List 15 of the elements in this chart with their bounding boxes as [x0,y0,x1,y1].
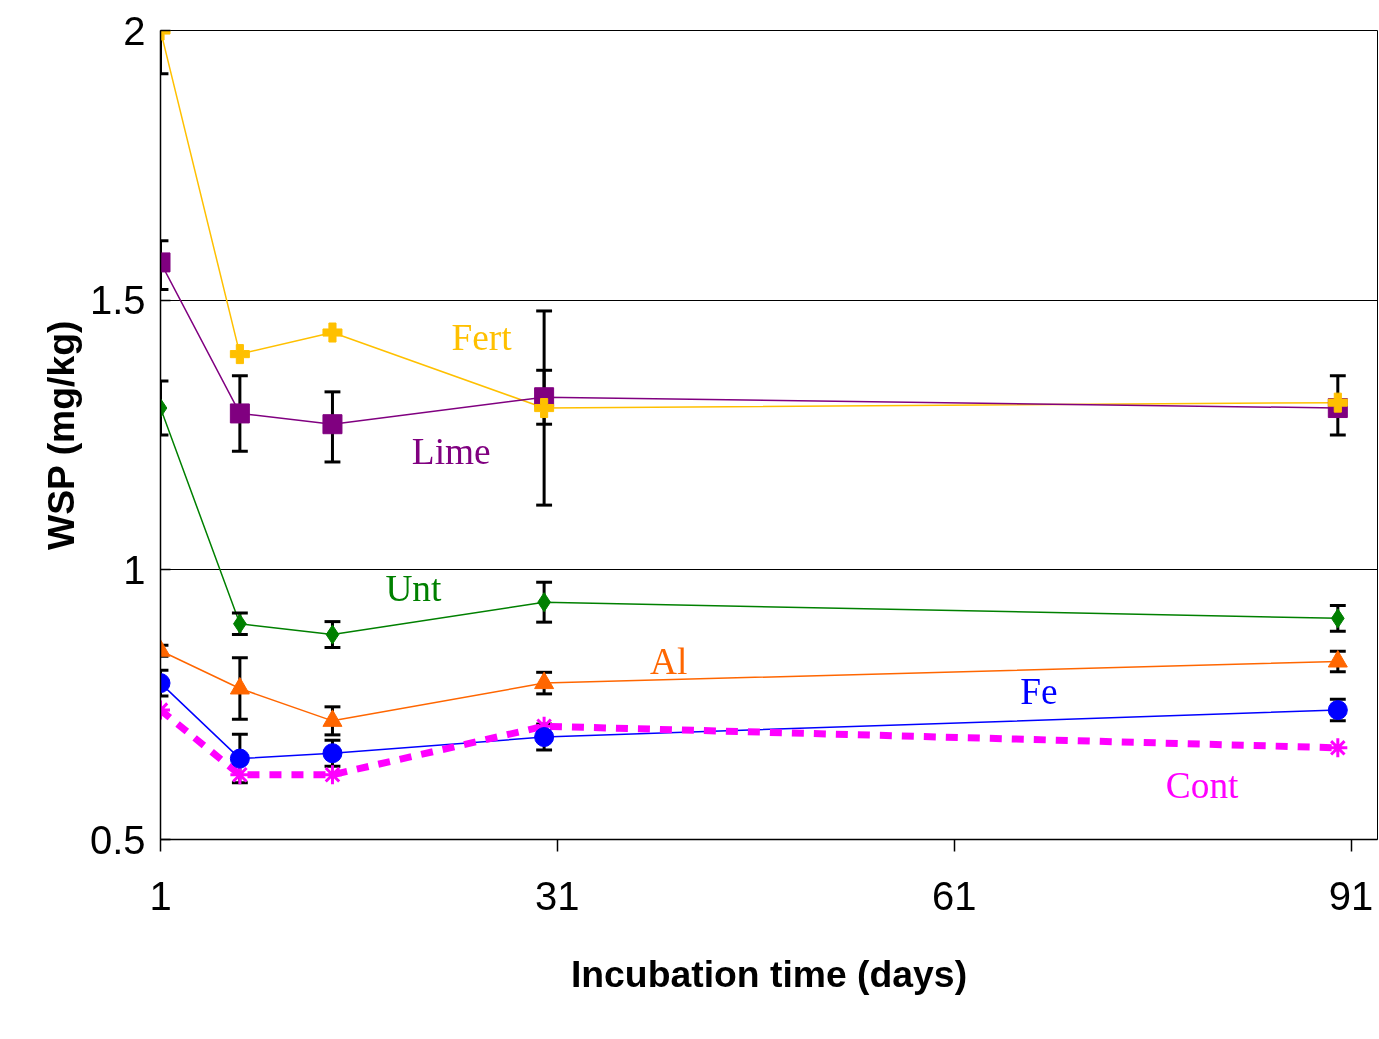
series-label: Unt [385,568,442,610]
x-tick-label: 61 [931,873,977,918]
y-tick-label: 1 [123,547,146,592]
y-tick-label: 1.5 [89,278,146,323]
series-label: Lime [411,430,491,472]
x-tick-label: 91 [1328,873,1374,918]
x-axis-title: Incubation time (days) [570,952,968,995]
y-tick-label: 0.5 [89,817,146,862]
series-label: Al [649,641,688,683]
series-label: Fert [451,317,513,359]
series-label: Fe [1020,670,1058,712]
y-tick-label: 2 [123,8,146,53]
x-tick-label: 31 [535,873,580,918]
y-axis-title: WSP (mg/kg) [39,320,82,551]
series-label: Cont [1165,765,1240,807]
